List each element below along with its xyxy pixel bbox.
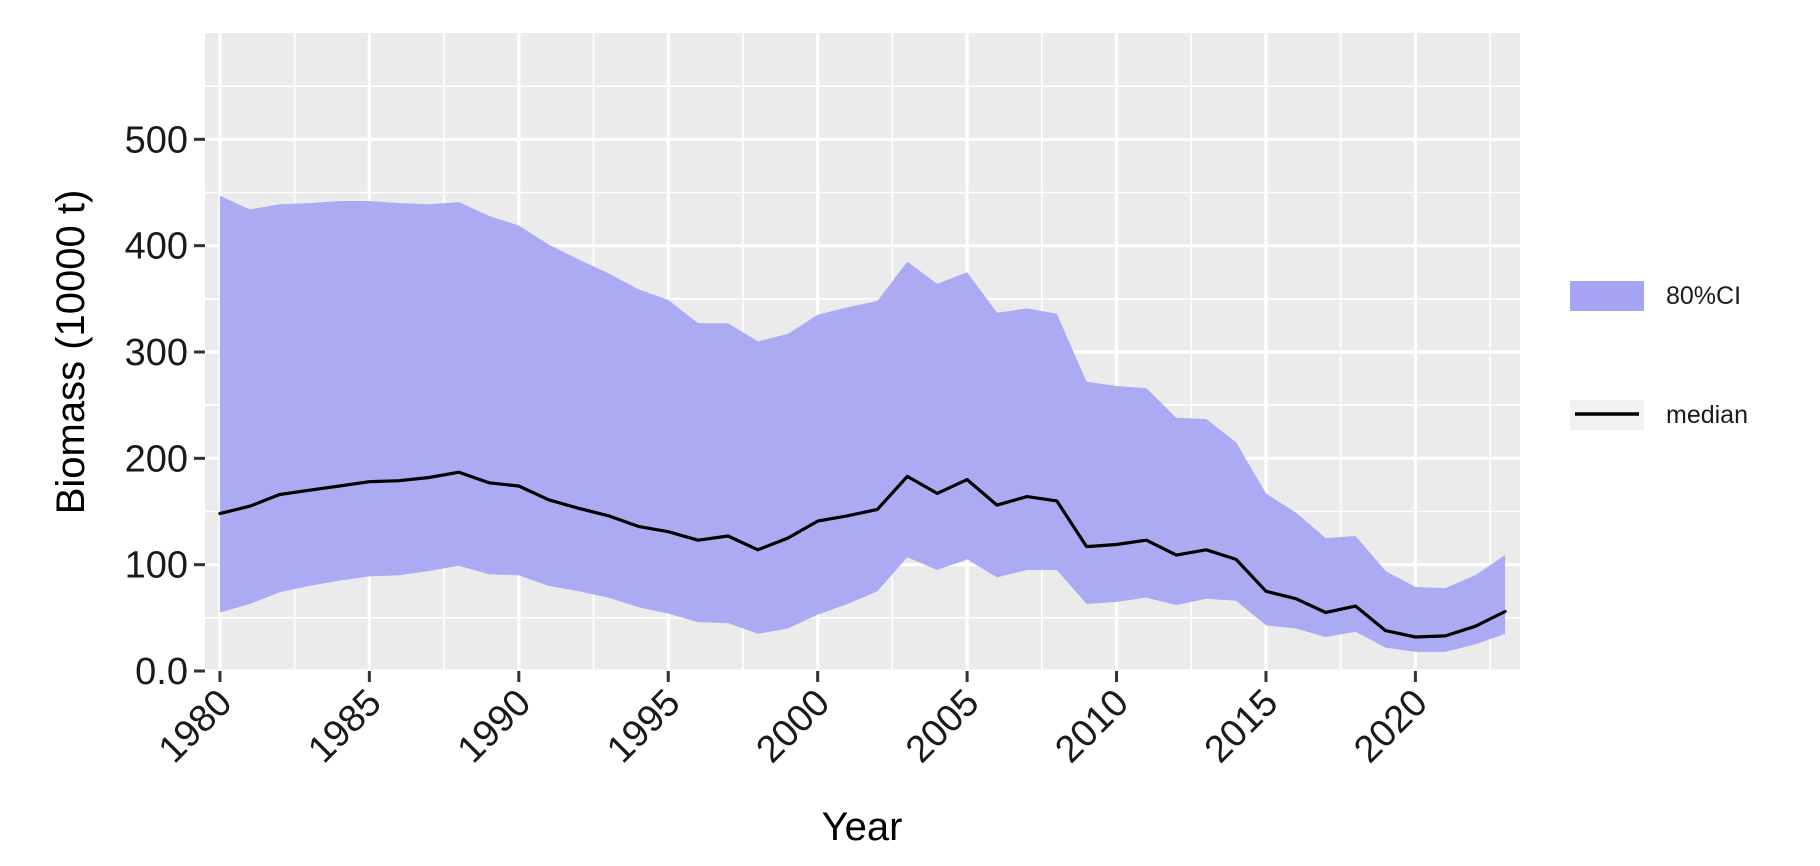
y-axis-title: Biomass (10000 t) [49, 190, 93, 515]
legend-key-ci [1570, 281, 1644, 311]
y-tick-label-100: 100 [125, 545, 188, 587]
x-tick-label-2000: 2000 [749, 682, 838, 771]
y-axis: 0.0 100 200 300 400 500 [125, 119, 205, 693]
legend-label-median: median [1666, 401, 1748, 429]
x-tick-label-2010: 2010 [1047, 682, 1136, 771]
y-tick-label-0: 0.0 [135, 651, 188, 693]
x-tick-label-1980: 1980 [151, 682, 240, 771]
x-axis-title: Year [822, 805, 903, 849]
x-tick-label-2020: 2020 [1346, 682, 1435, 771]
x-tick-label-1985: 1985 [300, 682, 389, 771]
x-tick-label-2005: 2005 [898, 682, 987, 771]
y-tick-label-300: 300 [125, 332, 188, 374]
x-axis: 1980 1985 1990 1995 2000 2005 2010 2015 2020 [151, 671, 1436, 771]
x-tick-label-1990: 1990 [450, 682, 539, 771]
legend-label-ci: 80%CI [1666, 282, 1741, 310]
x-tick-label-2015: 2015 [1197, 682, 1286, 771]
legend: 80%CI median [1570, 281, 1748, 430]
median-line [218, 470, 1507, 639]
y-tick-label-400: 400 [125, 226, 188, 268]
y-tick-label-200: 200 [125, 438, 188, 480]
y-tick-label-500: 500 [125, 119, 188, 161]
ci-band-80 [219, 195, 1506, 652]
x-tick-label-1995: 1995 [599, 682, 688, 771]
